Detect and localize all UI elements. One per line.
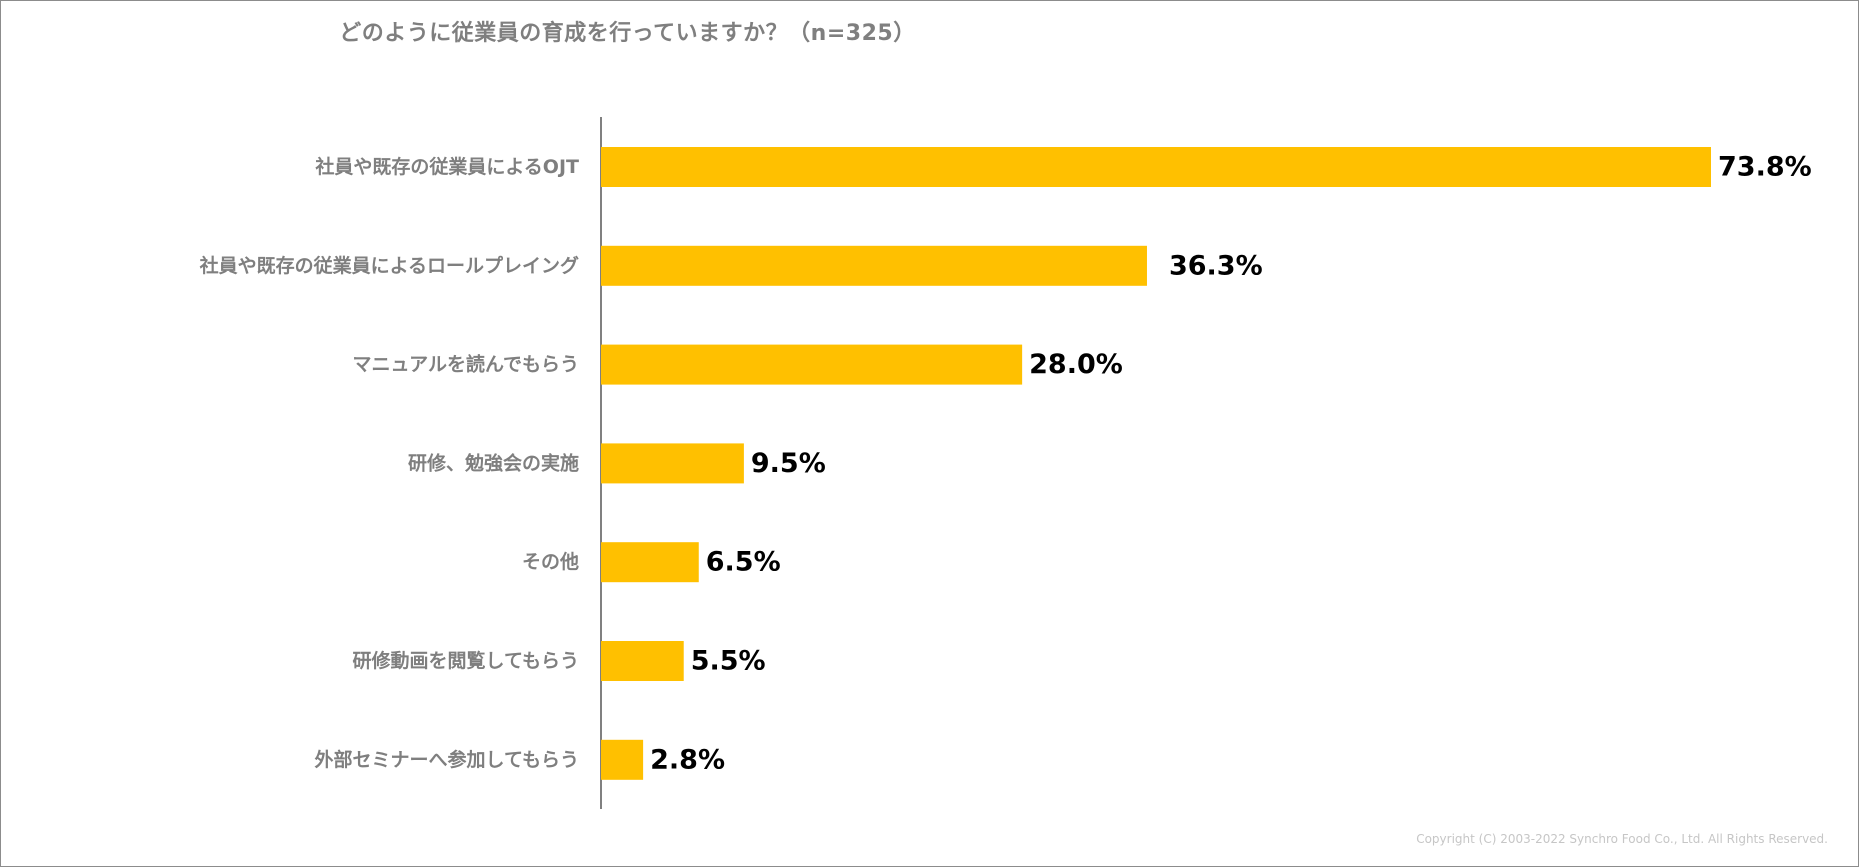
value-label-4: 9.5%: [751, 448, 826, 479]
category-label-5: その他: [522, 550, 579, 573]
chart-title: どのように従業員の育成を行っていますか？（n=325）: [339, 21, 916, 46]
copyright-text: Copyright (C) 2003-2022 Synchro Food Co.…: [1416, 832, 1828, 846]
category-label-4: 研修、勉強会の実施: [408, 451, 579, 474]
value-label-6: 5.5%: [691, 646, 766, 677]
bar-6: [601, 641, 684, 681]
value-label-1: 73.8%: [1718, 152, 1812, 183]
bar-7: [601, 739, 644, 780]
value-label-3: 28.0%: [1029, 349, 1123, 380]
category-label-3: マニュアルを読んでもらう: [353, 353, 579, 376]
bars-layer: 社員や既存の従業員によるOJT 73.8% 社員や既存の従業員によるロールプレイング…: [199, 147, 1812, 780]
value-label-2: 36.3%: [1169, 250, 1263, 281]
category-label-1: 社員や既存の従業員によるOJT: [314, 155, 579, 178]
value-label-5: 6.5%: [706, 547, 781, 578]
bar-3: [601, 344, 1023, 385]
bar-5: [601, 542, 699, 583]
category-label-7: 外部セミナーへ参加してもらう: [315, 748, 579, 771]
bar-4: [601, 443, 744, 484]
category-label-6: 研修動画を閲覧してもらう: [353, 649, 579, 672]
value-label-7: 2.8%: [650, 744, 725, 775]
bar-2: [601, 245, 1147, 286]
category-label-2: 社員や既存の従業員によるロールプレイング: [199, 254, 579, 277]
bar-1: [601, 147, 1711, 187]
